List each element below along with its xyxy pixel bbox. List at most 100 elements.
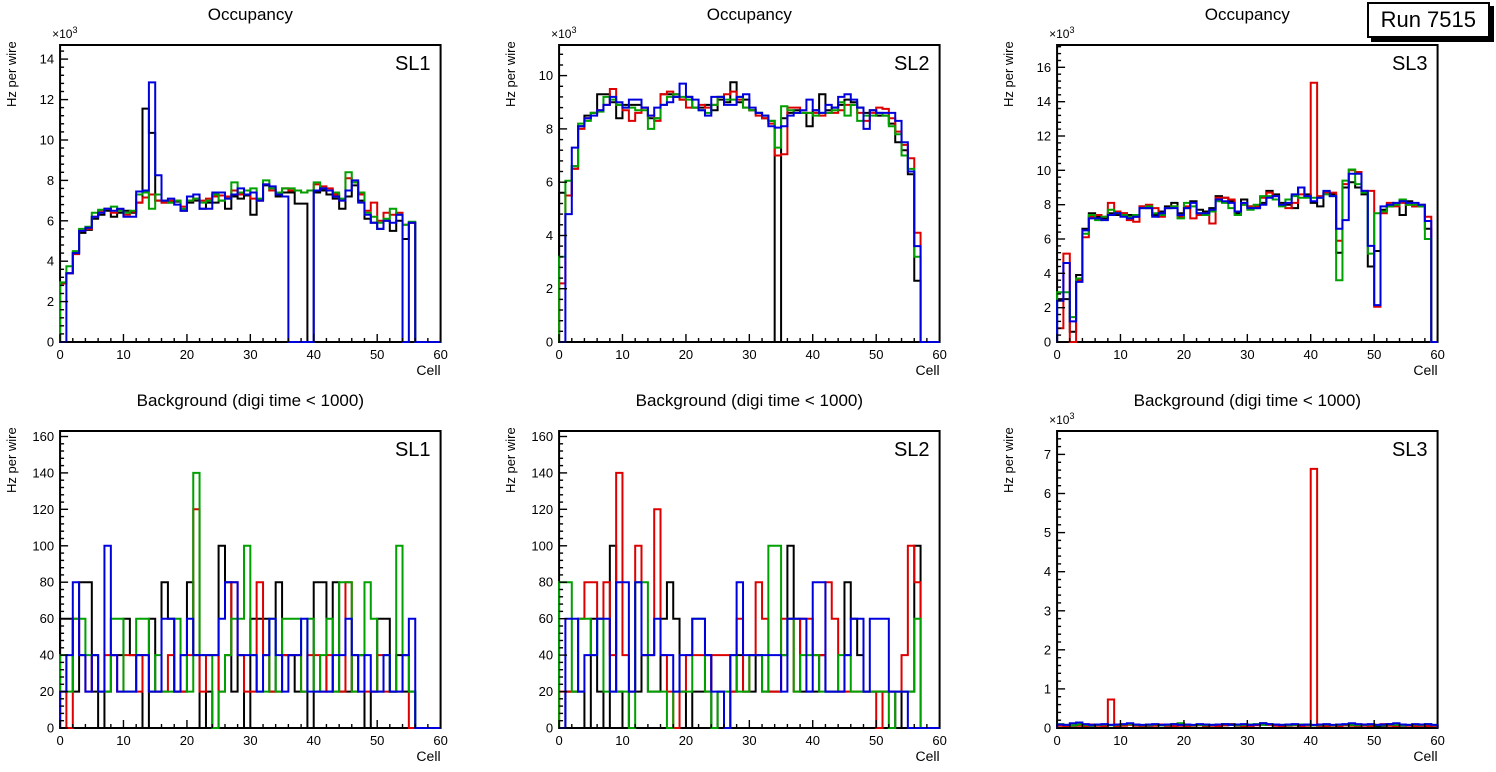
y-axis-exponent: ×103 — [551, 25, 576, 41]
y-tick-label: 60 — [40, 611, 54, 626]
y-tick-label: 10 — [538, 68, 552, 83]
x-tick-label: 30 — [243, 347, 257, 362]
y-axis-ticks — [60, 435, 69, 729]
y-tick-label: 6 — [1044, 486, 1051, 501]
y-axis-title: Hz per wire — [503, 427, 518, 493]
series-blue-path — [558, 82, 940, 343]
series-green-path — [557, 93, 940, 343]
y-tick-label: 0 — [545, 721, 552, 736]
series-blue-path — [558, 581, 940, 729]
y-tick-label: 4 — [1044, 266, 1051, 281]
panel-occupancy-sl1: 0 10 20 30 40 50 60 0 2 4 6 8 10 12 14 ×103 Occupancy SL1… — [0, 0, 499, 386]
panel-title: Background (digi time < 1000) — [635, 391, 862, 410]
panel-background-sl3: 0 10 20 30 40 50 60 0 1 2 3 4 5 6 7 ×103 Background (dig… — [997, 386, 1496, 772]
y-tick-label: 0 — [1044, 721, 1051, 736]
x-axis-ticks — [558, 720, 940, 728]
x-tick-label: 10 — [116, 347, 130, 362]
x-tick-label: 20 — [1177, 733, 1191, 748]
x-tick-label: 20 — [678, 347, 692, 362]
y-tick-label: 140 — [32, 465, 54, 480]
y-tick-label: 0 — [47, 335, 54, 350]
y-axis-ticks — [558, 435, 567, 729]
panel-title: Background (digi time < 1000) — [1134, 391, 1361, 410]
x-tick-label: 50 — [370, 733, 384, 748]
x-tick-label: 50 — [869, 733, 883, 748]
y-tick-label: 3 — [1044, 603, 1051, 618]
x-tick-label: 0 — [56, 347, 63, 362]
x-tick-label: 20 — [180, 347, 194, 362]
series-blue-path — [60, 81, 441, 343]
x-tick-label: 50 — [1367, 347, 1381, 362]
y-tick-label: 140 — [531, 465, 553, 480]
x-axis-title: Cell — [915, 748, 939, 764]
y-axis-ticks — [60, 50, 69, 343]
x-tick-label: 50 — [370, 347, 384, 362]
y-tick-label: 120 — [32, 502, 54, 517]
x-axis-ticks — [1056, 334, 1439, 342]
y-tick-label: 16 — [1037, 60, 1051, 75]
x-tick-label: 40 — [805, 733, 819, 748]
x-tick-label: 50 — [869, 347, 883, 362]
pad-label: SL2 — [894, 439, 930, 461]
x-tick-label: 60 — [1431, 733, 1445, 748]
x-tick-label: 40 — [306, 733, 320, 748]
y-tick-label: 12 — [40, 92, 54, 107]
chart-occupancy-sl3: 0 10 20 30 40 50 60 0 2 4 6 8 10 12 14 16 ×103 Occupancy S… — [1001, 5, 1445, 378]
y-tick-label: 4 — [47, 254, 54, 269]
chart-occupancy-sl2: 0 10 20 30 40 50 60 0 2 4 6 8 10 ×103 Occupancy SL2 Cell… — [503, 5, 947, 378]
y-tick-label: 6 — [47, 213, 54, 228]
x-tick-label: 60 — [433, 733, 447, 748]
x-tick-label: 40 — [306, 347, 320, 362]
y-axis-title: Hz per wire — [1001, 41, 1016, 107]
x-tick-label: 30 — [1240, 347, 1254, 362]
x-axis-title: Cell — [1414, 362, 1438, 378]
x-tick-label: 10 — [615, 733, 629, 748]
series-red-path — [1056, 467, 1439, 728]
x-tick-label: 0 — [555, 347, 562, 362]
panel-occupancy-sl3: 0 10 20 30 40 50 60 0 2 4 6 8 10 12 14 16 ×103 Occupancy S… — [997, 0, 1496, 386]
y-tick-label: 160 — [531, 429, 553, 444]
pad-label: SL1 — [395, 439, 431, 461]
chart-background-sl1: 0 10 20 30 40 50 60 0 20 40 60 80 100 120 140 160 Backgr… — [4, 391, 448, 764]
y-tick-label: 14 — [40, 52, 54, 67]
y-axis-title: Hz per wire — [503, 41, 518, 107]
pad-label: SL3 — [1392, 439, 1428, 461]
y-tick-label: 40 — [40, 648, 54, 663]
panel-title: Occupancy — [1205, 5, 1291, 24]
y-axis-title: Hz per wire — [1001, 427, 1016, 493]
chart-background-sl3: 0 10 20 30 40 50 60 0 1 2 3 4 5 6 7 ×103 Background (dig… — [1001, 391, 1445, 764]
pad-label: SL2 — [894, 53, 930, 75]
y-tick-label: 80 — [40, 575, 54, 590]
series-blue-path — [59, 544, 441, 729]
pad-label: SL1 — [395, 53, 431, 75]
series-black-path — [557, 81, 940, 343]
x-axis-title: Cell — [416, 362, 440, 378]
x-tick-label: 30 — [742, 733, 756, 748]
x-axis-ticks — [59, 334, 442, 342]
x-axis-ticks — [1056, 720, 1439, 728]
x-tick-label: 40 — [1304, 733, 1318, 748]
x-tick-label: 10 — [615, 347, 629, 362]
y-tick-label: 0 — [47, 721, 54, 736]
x-tick-label: 50 — [1367, 733, 1381, 748]
chart-occupancy-sl1: 0 10 20 30 40 50 60 0 2 4 6 8 10 12 14 ×103 Occupancy SL1… — [4, 5, 448, 378]
plot-frame — [1056, 430, 1439, 729]
y-tick-label: 120 — [531, 502, 553, 517]
panel-title: Background (digi time < 1000) — [137, 391, 364, 410]
y-tick-label: 20 — [538, 684, 552, 699]
x-tick-label: 0 — [56, 733, 63, 748]
y-tick-label: 2 — [47, 294, 54, 309]
x-tick-label: 20 — [180, 733, 194, 748]
y-tick-label: 60 — [538, 611, 552, 626]
run-label-text: Run 7515 — [1380, 7, 1476, 32]
panel-title: Occupancy — [706, 5, 792, 24]
y-tick-label: 100 — [531, 538, 553, 553]
run-label: Run 7515 — [1366, 2, 1490, 38]
y-tick-label: 12 — [1037, 129, 1051, 144]
y-axis-exponent: ×103 — [52, 25, 77, 41]
panel-title: Occupancy — [208, 5, 294, 24]
y-tick-label: 4 — [1044, 564, 1051, 579]
x-tick-label: 30 — [243, 733, 257, 748]
y-tick-label: 8 — [47, 173, 54, 188]
